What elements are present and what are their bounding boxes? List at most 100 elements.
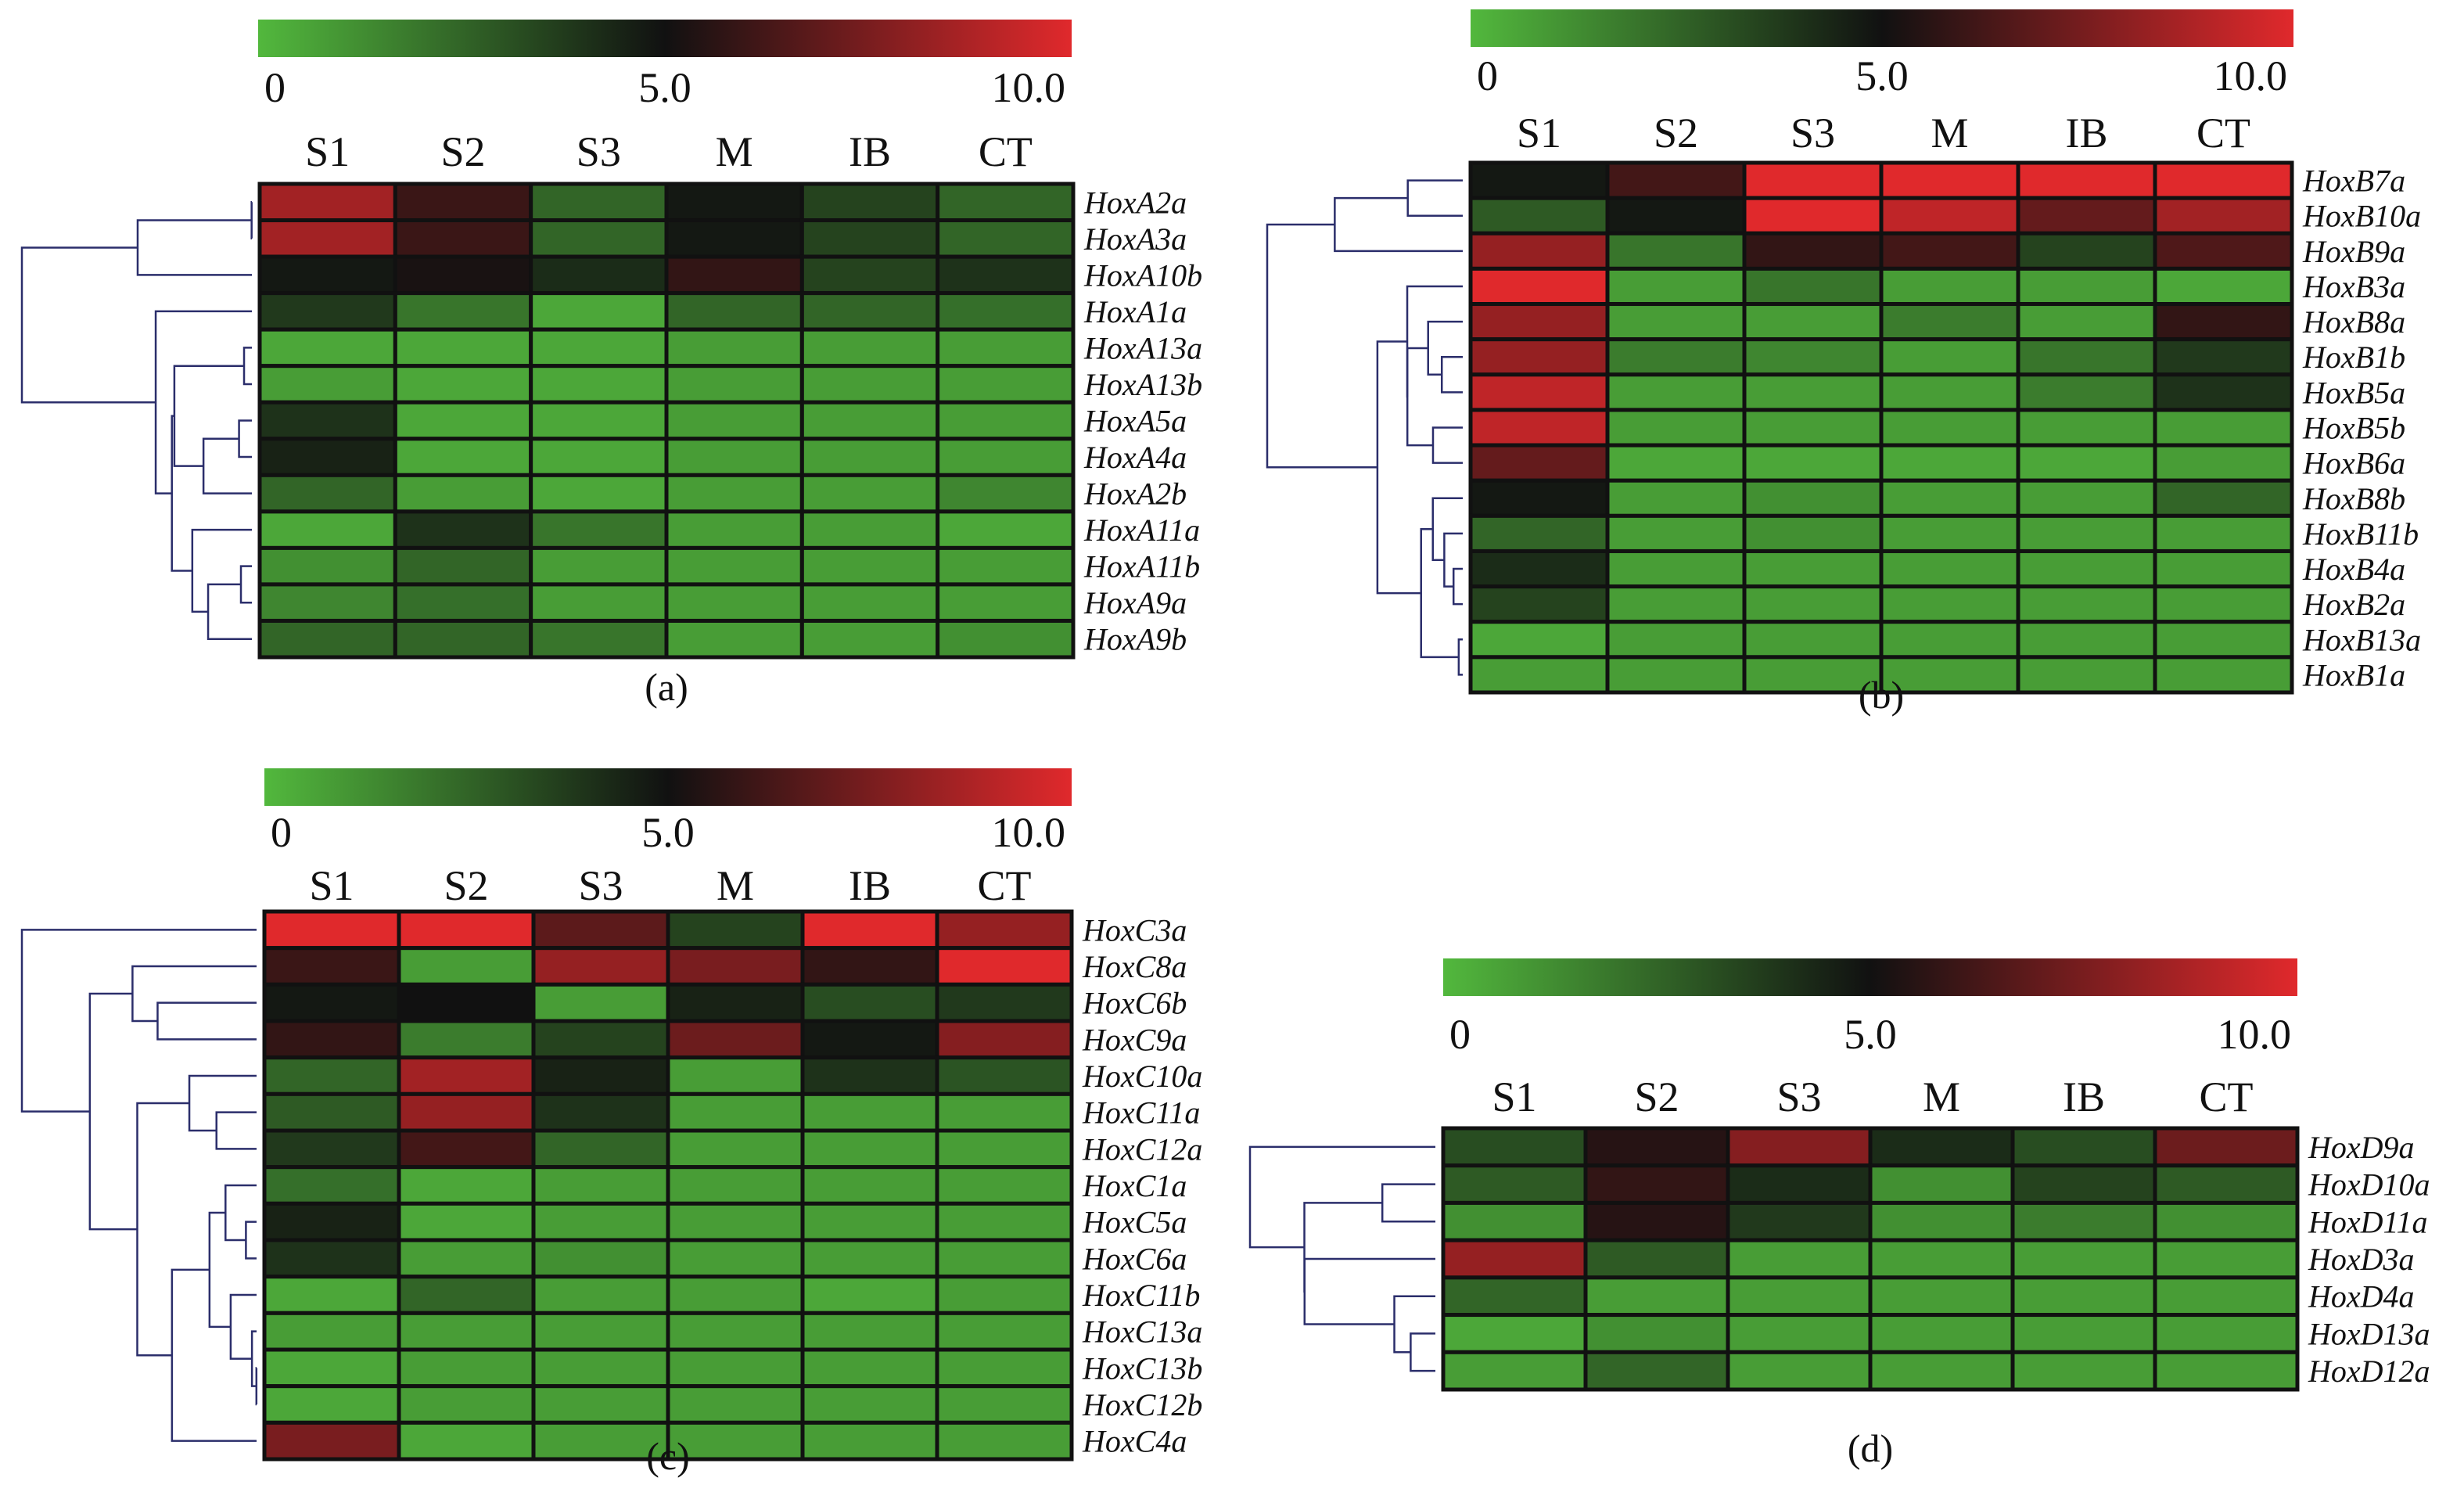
heatmap-cell [529, 254, 669, 296]
heatmap-cell [262, 1201, 401, 1242]
heatmap-cell [935, 1091, 1074, 1133]
heatmap-cell [529, 582, 669, 623]
heatmap-panel-a: 0 5.0 10.0S1 S2 S3 M IB CTHoxA2aHoxA3aHoxA10bHo… [20, 20, 1202, 709]
heatmap-cell [397, 1128, 536, 1170]
heatmap-cell [393, 291, 533, 332]
column-label: IB [849, 862, 891, 909]
heatmap-cell [2010, 1200, 2157, 1242]
heatmap-cell [529, 437, 669, 477]
heatmap-cell [799, 400, 940, 441]
heatmap-cell [1868, 1275, 2015, 1318]
dendrogram-branch [208, 1211, 231, 1329]
colorbar-tick-label: 10.0 [2218, 1011, 2292, 1058]
heatmap-cell [262, 1091, 401, 1133]
heatmap-cell [1868, 1238, 2015, 1280]
heatmap-cell [1468, 548, 1610, 589]
column-label: S1 [309, 862, 354, 909]
heatmap-cell [1583, 1200, 1730, 1242]
heatmap-cell [1742, 266, 1884, 307]
heatmap-cell [262, 982, 401, 1023]
heatmap-cell [1742, 196, 1884, 236]
heatmap-cell [393, 254, 533, 296]
heatmap-cell [664, 509, 804, 550]
heatmap-cell [1605, 620, 1747, 660]
heatmap-cell [664, 182, 804, 223]
heatmap-cell [800, 1275, 939, 1315]
row-label: HoxB10a [2302, 199, 2421, 234]
heatmap-cell [1441, 1275, 1588, 1318]
heatmap-cell [936, 400, 1076, 441]
heatmap-cell [2153, 1163, 2300, 1205]
heatmap-cell [393, 364, 533, 405]
heatmap-cell [2016, 231, 2157, 271]
heatmap-cell [800, 1091, 939, 1133]
heatmap-cell [1726, 1238, 1873, 1280]
heatmap-cell [1879, 196, 2020, 236]
heatmap-cell [1868, 1163, 2015, 1205]
heatmap-cell [1742, 372, 1884, 412]
heatmap-cell [393, 618, 533, 660]
heatmap-panel-c: 0 5.0 10.0S1 S2 S3 M IB CTHoxC3aHoxC8aHoxC6bHox… [20, 768, 1202, 1478]
heatmap-cell [257, 291, 397, 332]
heatmap-cell [397, 1091, 536, 1133]
row-label: HoxA5a [1083, 404, 1187, 439]
dendrogram-branch [1266, 223, 1377, 469]
colorbar-tick-label: 10.0 [992, 809, 1066, 856]
heatmap-cell [529, 291, 669, 332]
heatmap-cell [2153, 1126, 2300, 1168]
heatmap-cell [2153, 337, 2294, 377]
heatmap-cell [2153, 160, 2294, 200]
row-label: HoxA3a [1083, 221, 1187, 257]
heatmap-cell [1742, 302, 1884, 342]
heatmap-cell [1605, 443, 1747, 483]
heatmap-cell [2153, 620, 2294, 660]
heatmap-cell [1742, 408, 1884, 448]
heatmap-cell [935, 1019, 1074, 1060]
heatmap-cell [935, 1128, 1074, 1170]
heatmap-cell [1468, 408, 1610, 448]
heatmap-cell [531, 1165, 670, 1206]
heatmap-cell [799, 437, 940, 477]
dendrogram-branch [215, 1111, 257, 1150]
heatmap-cell [1742, 337, 1884, 377]
column-label: S2 [1654, 110, 1698, 156]
heatmap-cell [666, 1055, 805, 1096]
heatmap-cell [1726, 1163, 1873, 1205]
row-label: HoxC5a [1082, 1205, 1187, 1240]
dendrogram-branch [88, 992, 138, 1231]
row-label: HoxC6a [1082, 1241, 1187, 1276]
heatmap-cell [1879, 478, 2020, 518]
heatmap-cell [799, 291, 940, 332]
heatmap-cell [800, 1384, 939, 1425]
heatmap-cell [1879, 337, 2020, 377]
dendrogram-branch [188, 1074, 257, 1132]
heatmap-cell [397, 1238, 536, 1279]
heatmap-cell [393, 437, 533, 477]
heatmap-cell [1468, 160, 1610, 200]
heatmap-cell [800, 1128, 939, 1170]
row-label: HoxD13a [2308, 1316, 2430, 1351]
heatmap-cell [2153, 372, 2294, 412]
heatmap-cell [1726, 1350, 1873, 1392]
column-label: M [1923, 1073, 1960, 1120]
heatmap-cell [935, 1165, 1074, 1206]
dendrogram-branch [191, 528, 252, 613]
heatmap-cell [397, 1165, 536, 1206]
heatmap-cell [397, 982, 536, 1023]
heatmap-cell [531, 1201, 670, 1242]
heatmap-cell [393, 545, 533, 587]
panel-label: (b) [1859, 673, 1904, 717]
heatmap-cell [2010, 1126, 2157, 1168]
heatmap-cell [1468, 620, 1610, 660]
row-label: HoxA4a [1083, 440, 1187, 475]
heatmap-cell [666, 1091, 805, 1133]
heatmap-cell [800, 982, 939, 1023]
heatmap-cell [257, 327, 397, 369]
heatmap-cell [1605, 302, 1747, 342]
heatmap-cell [2016, 584, 2157, 624]
dendrogram-branch [1457, 638, 1463, 676]
heatmap-cell [935, 1201, 1074, 1242]
dendrogram-branch [1248, 1145, 1435, 1249]
heatmap-cell [1441, 1126, 1588, 1168]
